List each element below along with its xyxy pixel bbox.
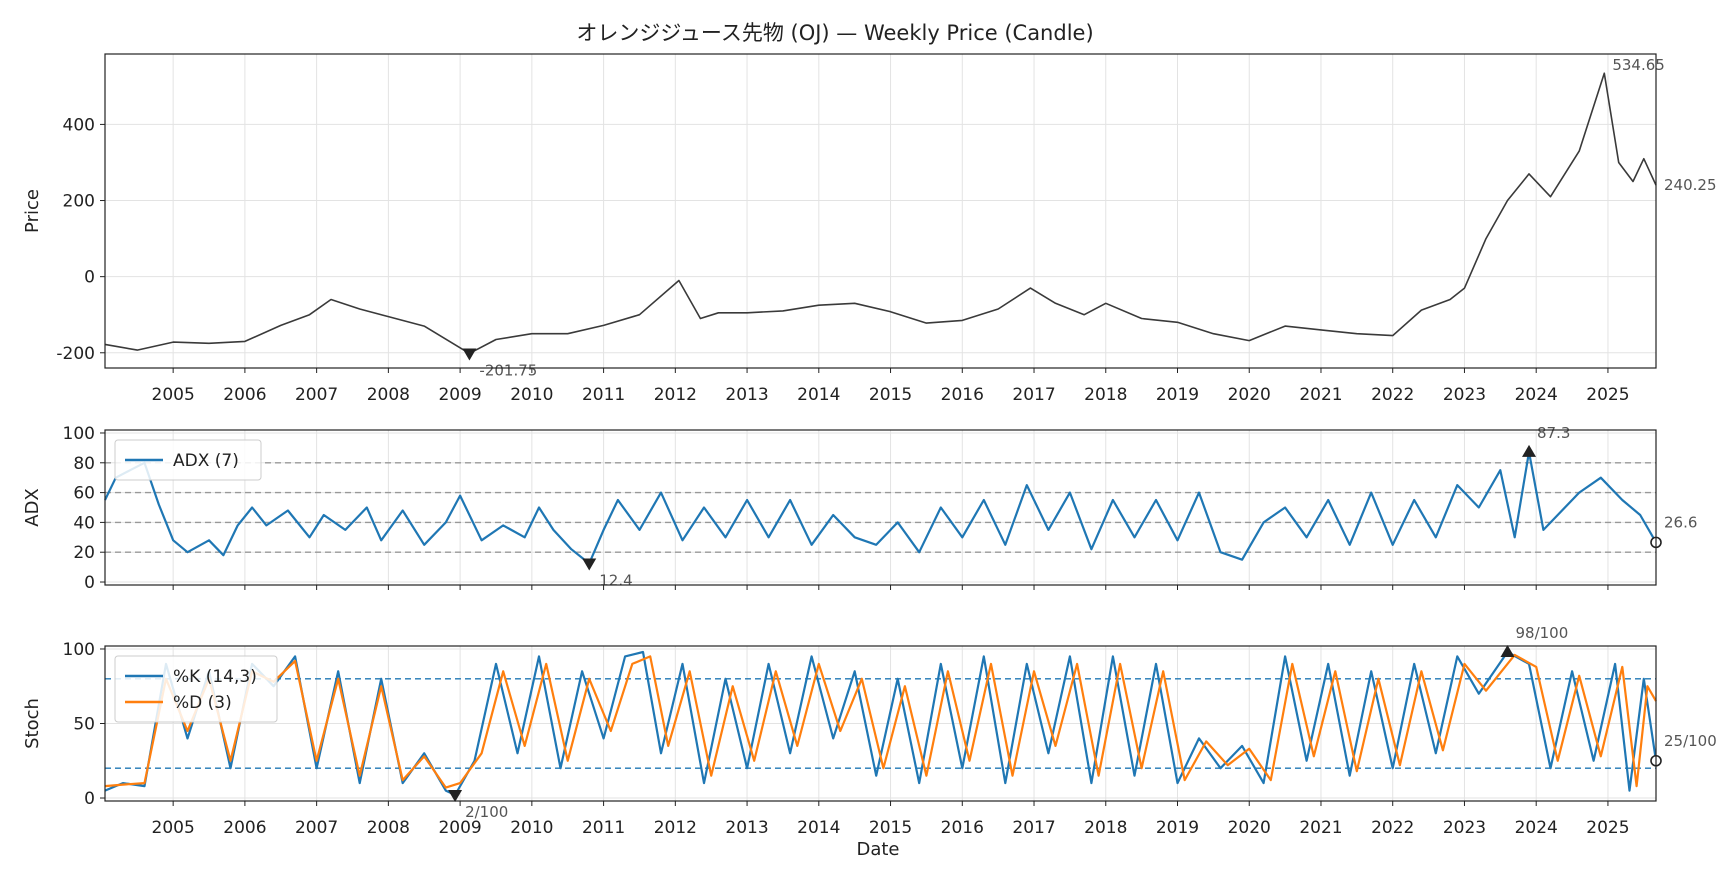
x-tick-label: 2011 — [582, 385, 625, 405]
y-axis-title: ADX — [22, 488, 43, 527]
x-tick-label: 2024 — [1515, 385, 1558, 405]
x-tick-label: 2025 — [1586, 385, 1629, 405]
x-tick-label: 2008 — [367, 385, 410, 405]
x-tick-label: 2023 — [1443, 818, 1486, 838]
x-tick-label: 2020 — [1228, 818, 1271, 838]
y-tick-label: 50 — [73, 715, 95, 735]
panel-frame — [104, 645, 1657, 802]
x-tick-label: 2021 — [1299, 385, 1342, 405]
y-tick-label: -200 — [56, 344, 95, 364]
y-tick-label: 0 — [84, 789, 95, 809]
annotation-marker-up — [1522, 444, 1537, 457]
y-axis-title: Stoch — [22, 698, 43, 749]
x-tick-label: 2016 — [941, 385, 984, 405]
y-tick-label: 400 — [63, 115, 95, 135]
legend-entry: %D (3) — [173, 693, 232, 713]
legend — [114, 439, 262, 481]
y-tick-label: 20 — [73, 543, 95, 563]
x-tick-label: 2020 — [1228, 385, 1271, 405]
panel-frame — [104, 429, 1657, 586]
annotation-label: 2/100 — [465, 803, 508, 821]
series-line-adx-7- — [104, 450, 1657, 565]
x-tick-label: 2013 — [725, 385, 768, 405]
y-tick-label: 0 — [84, 573, 95, 593]
x-tick-label: 2016 — [941, 818, 984, 838]
x-tick-label: 2024 — [1515, 818, 1558, 838]
y-tick-label: 100 — [63, 640, 95, 660]
x-tick-label: 2010 — [510, 818, 553, 838]
x-tick-label: 2012 — [654, 818, 697, 838]
annotation-label: 87.3 — [1537, 424, 1570, 442]
x-tick-label: 2012 — [654, 385, 697, 405]
x-tick-label: 2017 — [1012, 385, 1055, 405]
series-line-price — [104, 72, 1657, 355]
x-tick-label: 2009 — [438, 818, 481, 838]
annotation-label: 12.4 — [599, 572, 632, 590]
x-tick-label: 2007 — [295, 818, 338, 838]
panel-1: 2005 2006 2007 2008 2009 2010 2011 2012 2013 2014… — [22, 53, 1717, 405]
y-tick-label: 0 — [84, 268, 95, 288]
y-tick-label: 80 — [73, 454, 95, 474]
x-tick-label: 2013 — [725, 818, 768, 838]
x-tick-label: 2010 — [510, 385, 553, 405]
x-axis-title: Date — [856, 839, 899, 860]
annotation-label: 26.6 — [1664, 513, 1697, 531]
x-tick-label: 2011 — [582, 818, 625, 838]
legend-entry: ADX (7) — [173, 451, 239, 471]
panel-3: 2005 2006 2007 2008 2009 2010 2011 2012 2013 2014… — [22, 624, 1717, 838]
x-tick-label: 2006 — [223, 385, 266, 405]
x-tick-label: 2019 — [1156, 385, 1199, 405]
x-tick-label: 2023 — [1443, 385, 1486, 405]
annotation-marker-up — [1500, 644, 1515, 657]
annotation-label: 534.65 — [1612, 56, 1665, 74]
annotation-marker-down — [448, 790, 463, 803]
x-tick-label: 2006 — [223, 818, 266, 838]
legend-entry: %K (14,3) — [173, 667, 257, 687]
x-tick-label: 2015 — [869, 818, 912, 838]
x-tick-label: 2021 — [1299, 818, 1342, 838]
legend — [114, 655, 278, 723]
chart-title: オレンジジュース先物 (OJ) — Weekly Price (Candle) — [576, 21, 1093, 45]
annotation-marker-down — [462, 348, 477, 361]
annotation-label: 240.25 — [1664, 176, 1717, 194]
y-tick-label: 200 — [63, 192, 95, 212]
x-tick-label: 2005 — [152, 385, 195, 405]
x-tick-label: 2018 — [1084, 385, 1127, 405]
panel-frame — [104, 53, 1657, 369]
x-tick-label: 2009 — [438, 385, 481, 405]
x-tick-label: 2015 — [869, 385, 912, 405]
x-tick-label: 2014 — [797, 385, 840, 405]
annotation-marker-down — [582, 558, 597, 571]
x-tick-label: 2014 — [797, 818, 840, 838]
y-tick-label: 60 — [73, 484, 95, 504]
y-axis-title: Price — [22, 189, 43, 233]
annotation-label: 25/100 — [1664, 732, 1717, 750]
panels: 2005 2006 2007 2008 2009 2010 2011 2012 2013 2014… — [22, 53, 1717, 838]
x-tick-label: 2017 — [1012, 818, 1055, 838]
annotation-label: -201.75 — [479, 361, 537, 379]
y-tick-label: 100 — [63, 424, 95, 444]
x-tick-label: 2018 — [1084, 818, 1127, 838]
x-tick-label: 2022 — [1371, 818, 1414, 838]
series-line--d-3- — [104, 653, 1657, 789]
x-tick-label: 2005 — [152, 818, 195, 838]
x-tick-label: 2022 — [1371, 385, 1414, 405]
x-tick-label: 2019 — [1156, 818, 1199, 838]
y-tick-label: 40 — [73, 513, 95, 533]
annotation-label: 98/100 — [1516, 624, 1569, 642]
x-tick-label: 2007 — [295, 385, 338, 405]
panel-2: 0 20 40 60 80 100 87.3 12.4 26.6 ADX ADX (7) — [22, 424, 1697, 593]
x-tick-label: 2025 — [1586, 818, 1629, 838]
x-tick-label: 2008 — [367, 818, 410, 838]
